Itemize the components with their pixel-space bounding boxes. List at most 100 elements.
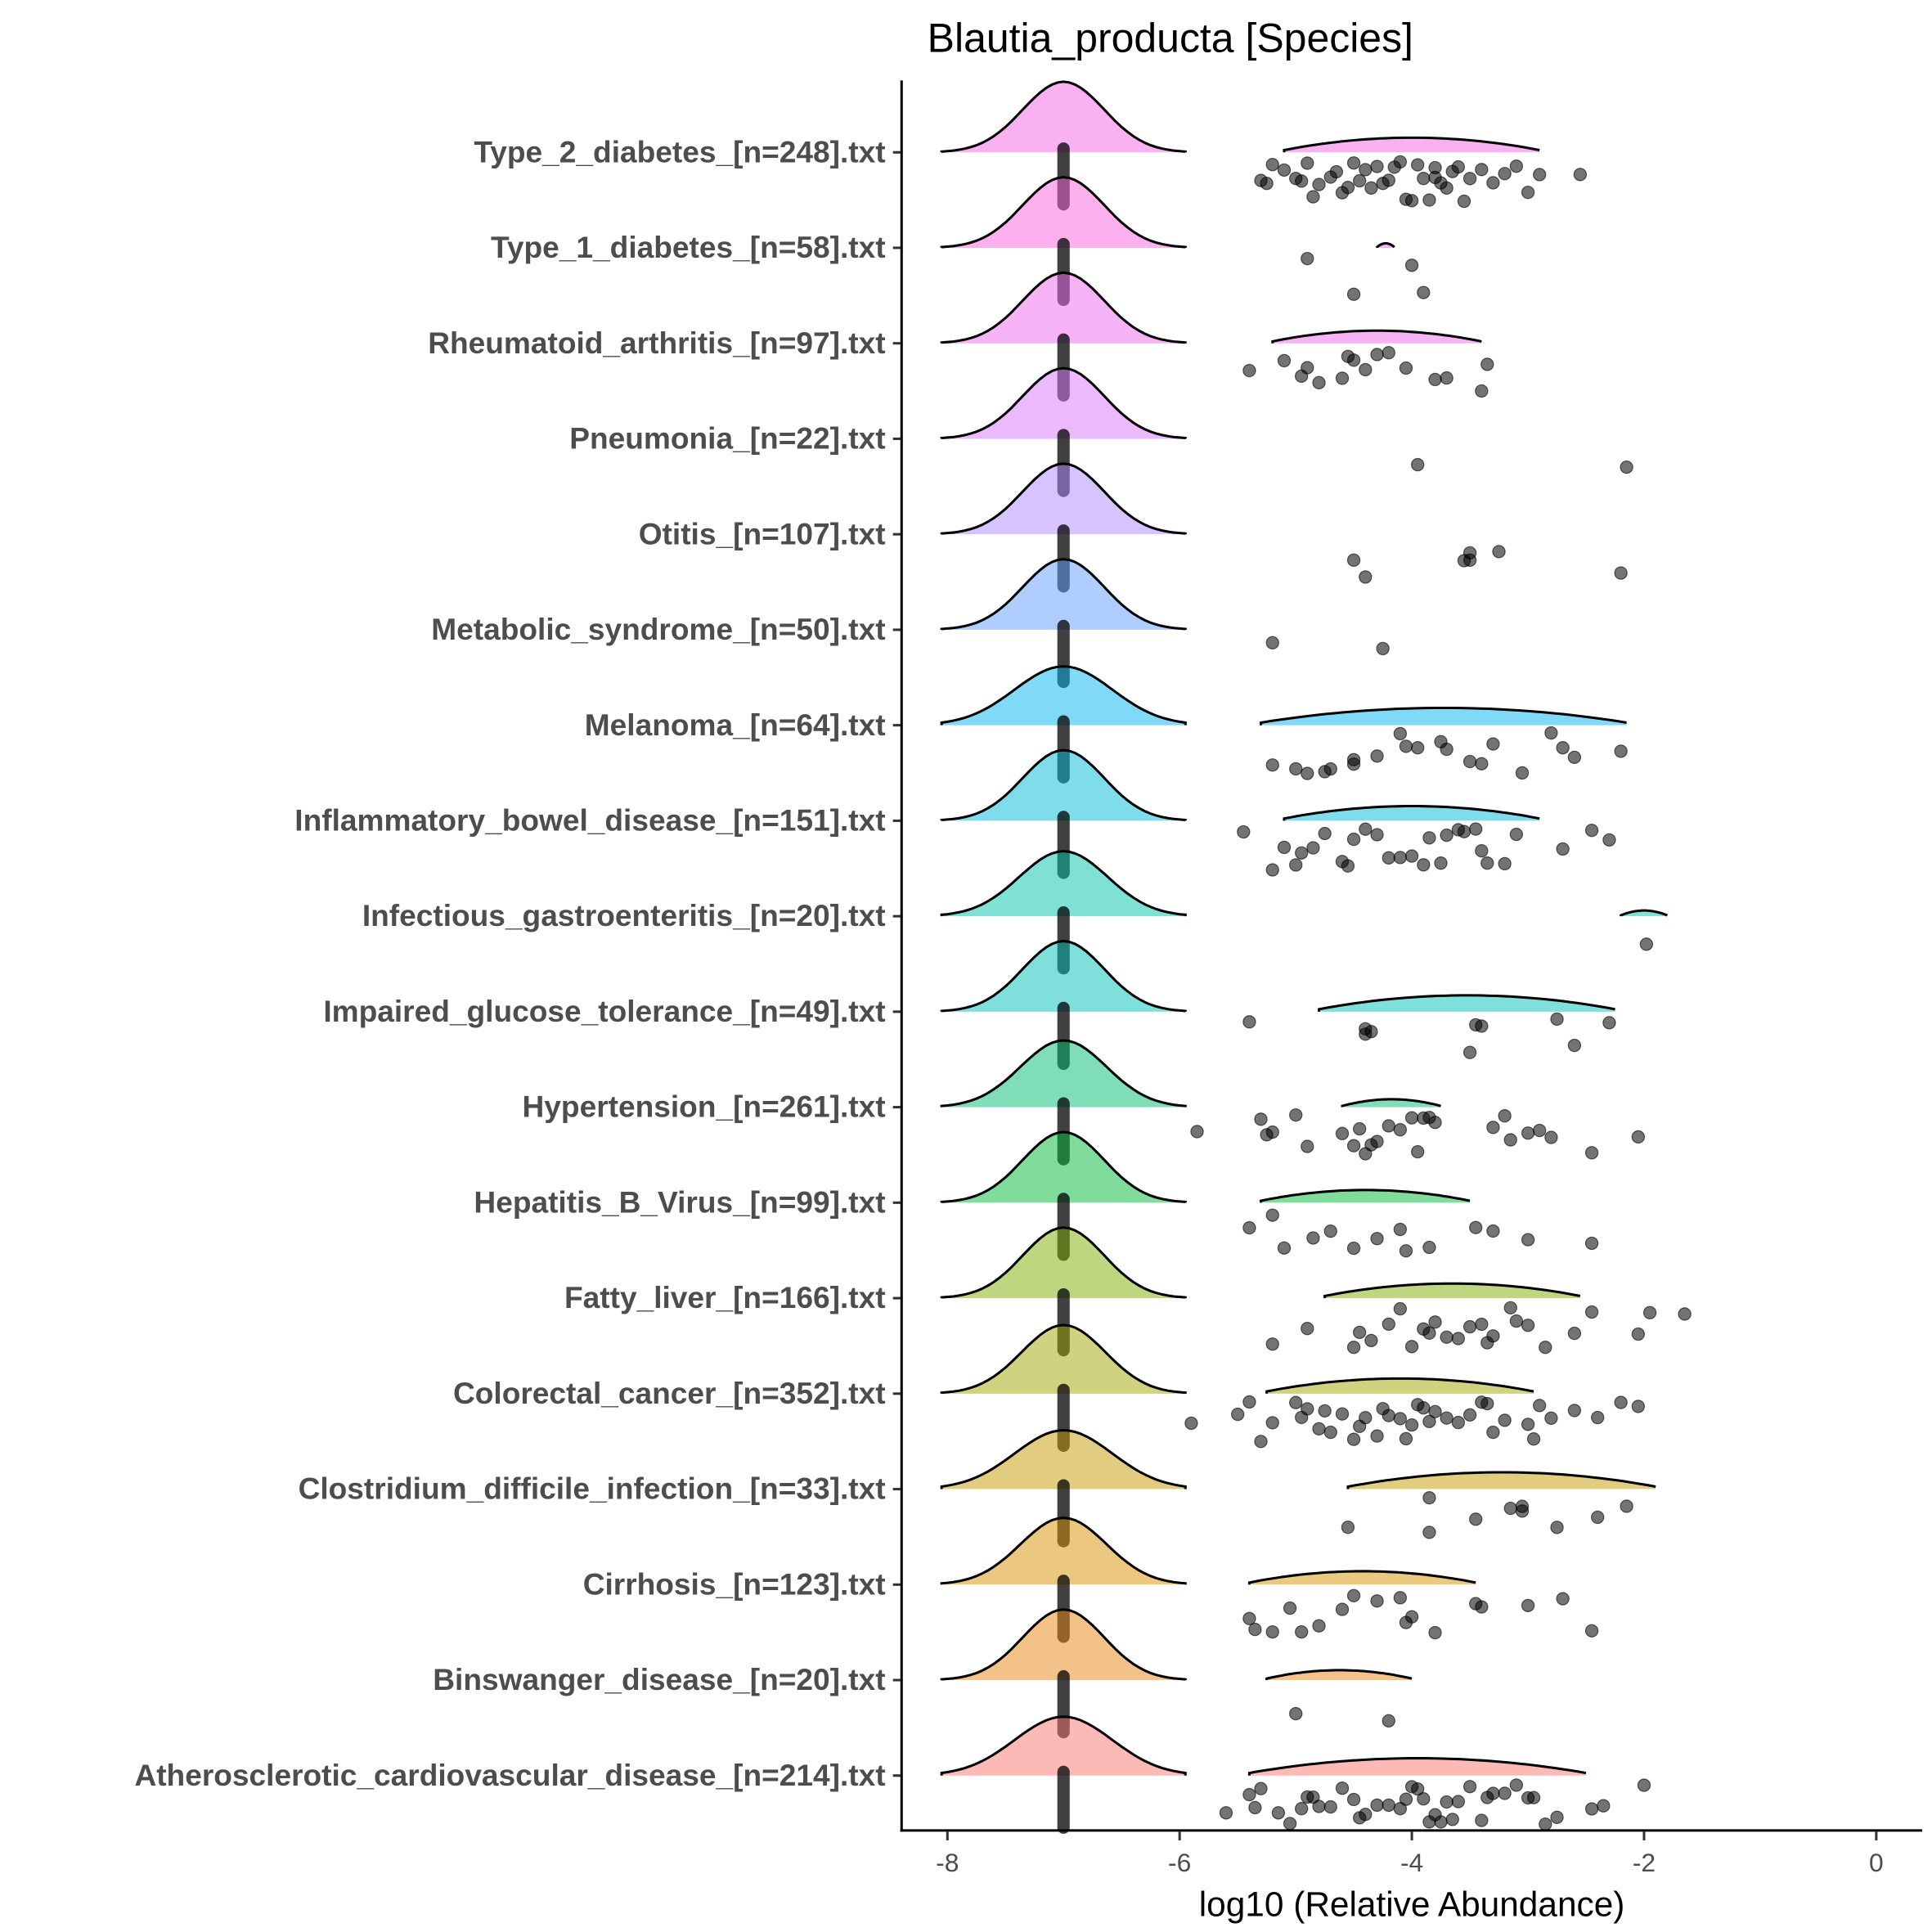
zero-density-ridge [941,1040,1186,1108]
zero-density-ridge [941,272,1186,344]
data-point [1341,181,1355,195]
data-point [1475,1600,1489,1614]
data-point [1526,1790,1541,1804]
zero-density-ridge [941,1430,1186,1489]
group-row: Clostridium_difficile_infection_[n=33].t… [299,1429,1656,1548]
abundance-density-outline [1318,994,1615,1012]
data-point [1440,742,1453,757]
data-point [1382,1714,1395,1728]
zero-density-outline [940,1608,1187,1681]
data-point [1550,1012,1564,1027]
data-point [1335,1781,1350,1795]
group-row: Otitis_[n=107].txt [639,462,1628,593]
data-point [1370,1232,1384,1246]
data-point [1503,1301,1517,1315]
data-point [1346,1432,1361,1446]
data-point [1346,353,1361,367]
data-point [1242,1220,1256,1235]
data-point [1382,1119,1395,1133]
data-point [1265,1337,1279,1351]
data-point [1370,828,1384,842]
data-point [1254,1112,1268,1126]
group-row: Type_1_diabetes_[n=58].txt [491,176,1431,307]
abundance-density-outline [1247,1570,1476,1585]
y-tick-label: Hypertension_[n=261].txt [523,1090,886,1124]
y-tick-label: Colorectal_cancer_[n=352].txt [453,1376,886,1410]
data-point [1597,1799,1611,1813]
data-point [1411,741,1425,755]
data-point [1248,1622,1262,1637]
data-point [1346,553,1361,568]
zero-density-ridge [941,1324,1186,1394]
data-point [1417,1792,1431,1806]
data-point [1382,1409,1395,1422]
data-point [1584,1802,1599,1816]
data-point [1318,826,1332,841]
data-point [1346,1792,1361,1807]
data-point [1440,1411,1453,1425]
x-tick-label: -4 [1400,1848,1423,1877]
data-point [1271,1806,1286,1820]
data-point [1451,160,1466,174]
data-point [1533,1399,1547,1413]
data-point [1399,739,1413,753]
x-tick-label: -8 [936,1848,959,1877]
data-point [1428,1315,1442,1329]
zero-density-ridge [941,463,1186,535]
zero-density-outline [940,665,1187,726]
data-point [1359,570,1373,584]
data-point [1329,164,1344,179]
data-point [1335,1602,1350,1616]
data-point [1353,1121,1367,1136]
data-point [1584,1624,1599,1638]
data-point [1591,1510,1605,1525]
data-point [1445,1813,1459,1826]
data-point [1462,1780,1477,1794]
data-point [1393,726,1408,741]
data-point [1219,1806,1233,1820]
data-point [1289,1108,1303,1122]
data-point [1370,1429,1384,1443]
data-point [1584,824,1599,838]
abundance-density-outline [1265,1669,1413,1681]
zero-density-outline [940,1130,1187,1203]
data-point [1492,545,1506,559]
data-point [1359,1411,1373,1425]
y-tick-label: Rheumatoid_arthritis_[n=97].txt [428,326,885,360]
data-point [1411,1781,1425,1796]
data-point [1323,1799,1337,1814]
data-point [1422,1240,1436,1255]
data-point [1301,1322,1314,1336]
data-point [1417,172,1431,186]
data-point [1301,1139,1314,1153]
data-point [1462,1319,1477,1334]
data-point [1346,1241,1361,1256]
data-point [1521,1319,1535,1332]
data-point [1486,1425,1500,1440]
data-point [1434,856,1448,870]
data-point [1526,1432,1541,1446]
data-point [1556,842,1570,856]
data-point [1469,1512,1483,1526]
data-point [1265,1208,1279,1222]
data-point [1584,1146,1599,1160]
data-point [1306,190,1320,204]
data-point [1440,1330,1453,1344]
data-point [1404,1340,1419,1354]
data-point [1620,460,1633,474]
abundance-density-outline [1259,1188,1471,1203]
zero-density-outline [940,176,1187,249]
group-row: Binswanger_disease_[n=20].txt [433,1608,1413,1739]
zero-density-ridge [941,1227,1186,1299]
data-point [1422,193,1436,207]
data-point [1486,1224,1500,1238]
data-point [1614,744,1628,758]
data-point [1509,160,1524,173]
data-point [1475,844,1489,858]
data-point [1393,1301,1408,1316]
data-point [1277,353,1292,368]
data-point [1248,1800,1262,1815]
data-point [1346,1588,1361,1602]
data-point [1521,1598,1535,1613]
data-point [1631,1327,1646,1341]
